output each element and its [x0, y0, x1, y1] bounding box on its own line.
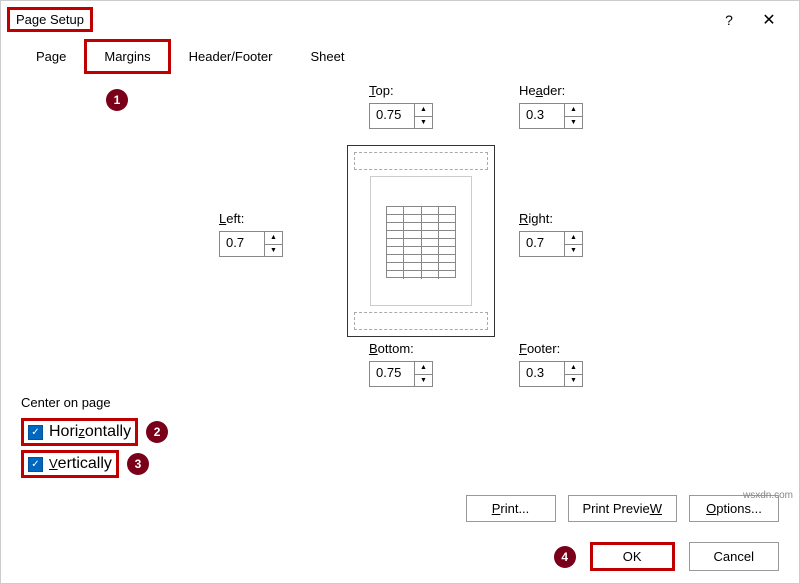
left-spin-up-icon[interactable]: ▲ — [265, 232, 282, 245]
left-spin-down-icon[interactable]: ▼ — [265, 245, 282, 257]
tab-bar: Page Margins Header/Footer Sheet — [1, 36, 799, 73]
vertically-checkbox[interactable]: ✓ — [28, 457, 43, 472]
header-spinner[interactable]: 0.3 ▲ ▼ — [519, 103, 583, 129]
footer-label: Footer: — [519, 341, 560, 356]
bottom-spinner[interactable]: 0.75 ▲ ▼ — [369, 361, 433, 387]
annotation-badge-3: 3 — [127, 453, 149, 475]
help-button[interactable]: ? — [709, 12, 749, 28]
horizontally-label: Horizontally — [49, 423, 131, 441]
print-preview-button[interactable]: Print PrevieW — [568, 495, 677, 522]
horizontally-checkbox[interactable]: ✓ — [28, 425, 43, 440]
margins-area: Top: 0.75 ▲ ▼ Header: 0.3 ▲ ▼ Left: 0.7 … — [21, 83, 779, 383]
header-spin-down-icon[interactable]: ▼ — [565, 117, 582, 129]
dialog-footer: 4 OK Cancel — [554, 542, 779, 571]
left-spin-buttons: ▲ ▼ — [264, 232, 282, 256]
top-label: Top: — [369, 83, 394, 98]
bottom-spin-down-icon[interactable]: ▼ — [415, 375, 432, 387]
bottom-value[interactable]: 0.75 — [370, 362, 414, 386]
bottom-spin-buttons: ▲ ▼ — [414, 362, 432, 386]
left-value[interactable]: 0.7 — [220, 232, 264, 256]
header-spin-up-icon[interactable]: ▲ — [565, 104, 582, 117]
right-spin-buttons: ▲ ▼ — [564, 232, 582, 256]
top-spinner[interactable]: 0.75 ▲ ▼ — [369, 103, 433, 129]
tab-sheet[interactable]: Sheet — [291, 40, 363, 73]
vertically-highlight: ✓ Vertically — [21, 450, 119, 478]
annotation-badge-2: 2 — [146, 421, 168, 443]
footer-spin-down-icon[interactable]: ▼ — [565, 375, 582, 387]
preview-footer-area — [354, 312, 488, 330]
cancel-button[interactable]: Cancel — [689, 542, 779, 571]
tab-header-footer[interactable]: Header/Footer — [170, 40, 292, 73]
right-value[interactable]: 0.7 — [520, 232, 564, 256]
right-spin-up-icon[interactable]: ▲ — [565, 232, 582, 245]
right-spinner[interactable]: 0.7 ▲ ▼ — [519, 231, 583, 257]
header-label: Header: — [519, 83, 565, 98]
top-value[interactable]: 0.75 — [370, 104, 414, 128]
vertically-label: Vertically — [49, 455, 112, 473]
titlebar: Page Setup ? ✕ — [1, 1, 799, 36]
print-button[interactable]: Print... — [466, 495, 556, 522]
ok-button[interactable]: OK — [590, 542, 675, 571]
top-spin-up-icon[interactable]: ▲ — [415, 104, 432, 117]
top-spin-buttons: ▲ ▼ — [414, 104, 432, 128]
watermark: wsxdn.com — [743, 490, 793, 501]
left-label: Left: — [219, 211, 244, 226]
bottom-spin-up-icon[interactable]: ▲ — [415, 362, 432, 375]
right-label: Right: — [519, 211, 553, 226]
annotation-badge-4: 4 — [554, 546, 576, 568]
footer-spinner[interactable]: 0.3 ▲ ▼ — [519, 361, 583, 387]
dialog-content: Top: 0.75 ▲ ▼ Header: 0.3 ▲ ▼ Left: 0.7 … — [1, 73, 799, 383]
close-button[interactable]: ✕ — [749, 10, 789, 30]
tab-margins[interactable]: Margins — [85, 40, 169, 73]
tab-page[interactable]: Page — [17, 40, 85, 73]
top-spin-down-icon[interactable]: ▼ — [415, 117, 432, 129]
footer-spin-up-icon[interactable]: ▲ — [565, 362, 582, 375]
horizontally-highlight: ✓ Horizontally — [21, 418, 138, 446]
preview-header-area — [354, 152, 488, 170]
preview-grid — [386, 206, 456, 278]
action-buttons: Print... Print PrevieW Options... — [466, 495, 779, 522]
page-preview — [347, 145, 495, 337]
center-on-page-title: Center on page — [21, 395, 168, 410]
footer-spin-buttons: ▲ ▼ — [564, 362, 582, 386]
bottom-label: Bottom: — [369, 341, 414, 356]
left-spinner[interactable]: 0.7 ▲ ▼ — [219, 231, 283, 257]
header-value[interactable]: 0.3 — [520, 104, 564, 128]
right-spin-down-icon[interactable]: ▼ — [565, 245, 582, 257]
header-spin-buttons: ▲ ▼ — [564, 104, 582, 128]
center-on-page-section: Center on page ✓ Horizontally 2 ✓ Vertic… — [21, 395, 168, 478]
footer-value[interactable]: 0.3 — [520, 362, 564, 386]
window-title: Page Setup — [7, 7, 93, 32]
